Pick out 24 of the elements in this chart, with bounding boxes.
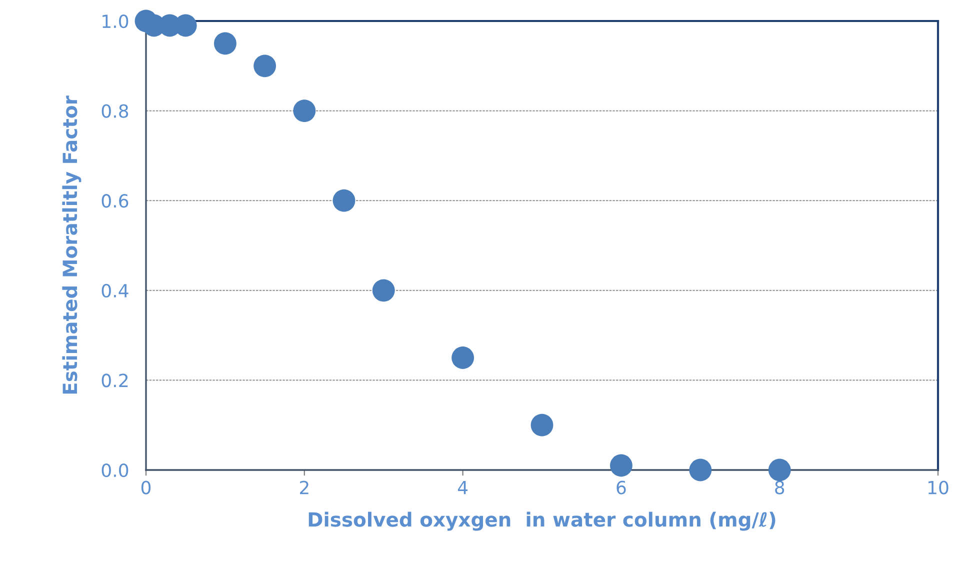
x-tick-label: 10	[928, 480, 948, 494]
point	[610, 454, 632, 477]
point	[372, 279, 395, 302]
y-tick-label: 0.8	[102, 104, 128, 118]
point	[332, 189, 356, 212]
y-tick-label: 0.0	[102, 463, 128, 478]
x-tick-label: 4	[458, 480, 468, 494]
point	[452, 346, 474, 369]
x-axis-title: Dissolved oxyxgen in water column (mg/ℓ)	[308, 512, 776, 531]
point	[293, 100, 316, 122]
x-tick-label: 2	[300, 480, 308, 494]
y-tick-label: 0.2	[102, 374, 128, 388]
y-tick-label: 0.6	[102, 194, 128, 208]
point	[689, 458, 712, 482]
y-axis-title: Estimated Moratlitly Factor	[62, 96, 82, 394]
point	[768, 458, 791, 482]
x-tick-label: 6	[616, 480, 626, 494]
x-tick-label: 0	[141, 480, 151, 494]
point	[214, 32, 236, 55]
point	[254, 54, 276, 78]
point	[530, 414, 554, 436]
y-tick-label: 0.4	[102, 284, 128, 298]
y-tick-label: 1.0	[102, 14, 128, 28]
x-tick-label: 8	[775, 480, 784, 494]
